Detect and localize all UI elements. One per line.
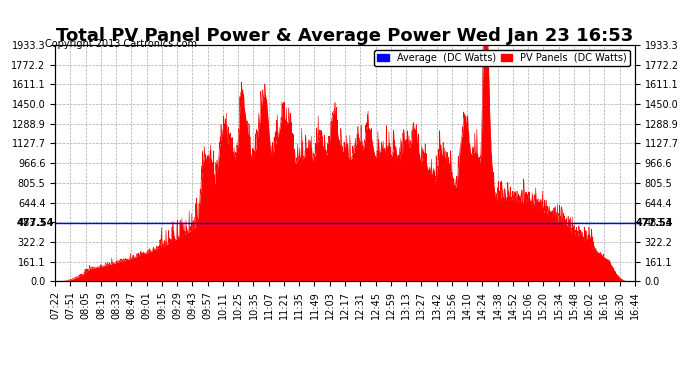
Title: Total PV Panel Power & Average Power Wed Jan 23 16:53: Total PV Panel Power & Average Power Wed… [57,27,633,45]
Text: Copyright 2013 Cartronics.com: Copyright 2013 Cartronics.com [45,39,197,50]
Legend: Average  (DC Watts), PV Panels  (DC Watts): Average (DC Watts), PV Panels (DC Watts) [375,50,630,66]
Text: 477.54: 477.54 [635,218,673,228]
Text: 477.54: 477.54 [17,218,55,228]
